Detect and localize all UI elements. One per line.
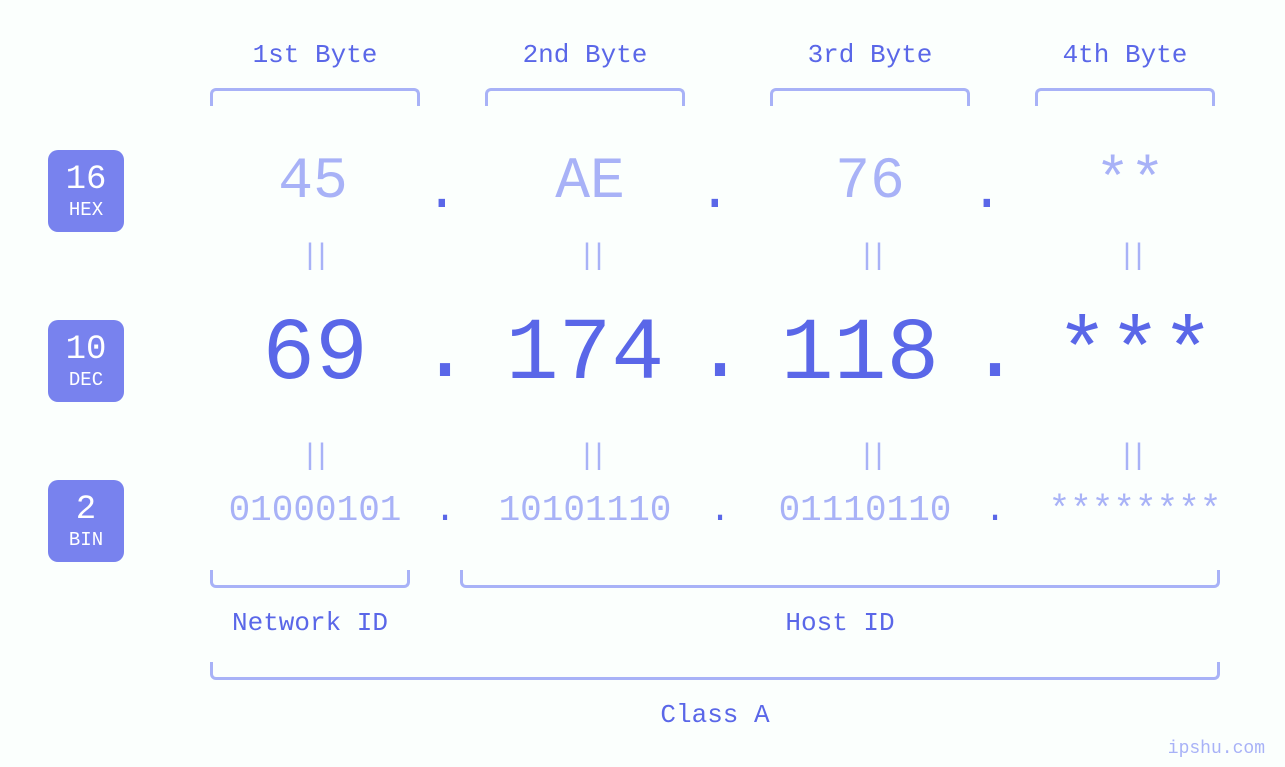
dec-byte-3: 118 [745, 306, 975, 405]
diagram-root: 1st Byte 2nd Byte 3rd Byte 4th Byte 16 H… [0, 0, 1285, 767]
badge-dec-label: DEC [69, 371, 103, 390]
eq-2-3: || [775, 440, 965, 474]
hex-byte-2: AE [495, 150, 685, 215]
dec-dot-3: . [965, 304, 1025, 403]
hex-dot-1: . [425, 160, 455, 224]
dec-byte-2: 174 [470, 306, 700, 405]
watermark: ipshu.com [1168, 739, 1265, 759]
top-bracket-1 [210, 88, 420, 106]
class-label: Class A [210, 700, 1220, 730]
hex-byte-3: 76 [775, 150, 965, 215]
badge-dec-num: 10 [66, 333, 107, 367]
badge-bin-num: 2 [76, 493, 96, 527]
badge-bin-label: BIN [69, 531, 103, 550]
eq-2-2: || [495, 440, 685, 474]
dec-byte-4: *** [1020, 306, 1250, 405]
byte-header-4: 4th Byte [1035, 40, 1215, 70]
badge-hex: 16 HEX [48, 150, 124, 232]
byte-header-2: 2nd Byte [485, 40, 685, 70]
dec-byte-1: 69 [205, 306, 425, 405]
bin-byte-4: ******** [1030, 490, 1240, 531]
network-id-label: Network ID [210, 608, 410, 638]
eq-2-4: || [1030, 440, 1230, 474]
badge-hex-num: 16 [66, 163, 107, 197]
byte-header-1: 1st Byte [210, 40, 420, 70]
top-bracket-4 [1035, 88, 1215, 106]
byte-header-3: 3rd Byte [770, 40, 970, 70]
bin-byte-3: 01110110 [760, 490, 970, 531]
eq-2-1: || [228, 440, 398, 474]
dec-dot-2: . [690, 304, 750, 403]
hex-byte-1: 45 [228, 150, 398, 215]
badge-bin: 2 BIN [48, 480, 124, 562]
hex-dot-2: . [698, 160, 728, 224]
bin-dot-3: . [980, 490, 1010, 531]
class-bracket [210, 662, 1220, 680]
bin-byte-1: 01000101 [210, 490, 420, 531]
bin-byte-2: 10101110 [480, 490, 690, 531]
bin-dot-2: . [705, 490, 735, 531]
bin-dot-1: . [430, 490, 460, 531]
hex-dot-3: . [970, 160, 1000, 224]
dec-dot-1: . [415, 304, 475, 403]
eq-1-1: || [228, 240, 398, 274]
host-id-label: Host ID [460, 608, 1220, 638]
eq-1-4: || [1030, 240, 1230, 274]
badge-hex-label: HEX [69, 201, 103, 220]
top-bracket-2 [485, 88, 685, 106]
badge-dec: 10 DEC [48, 320, 124, 402]
eq-1-2: || [495, 240, 685, 274]
hex-byte-4: ** [1030, 150, 1230, 215]
eq-1-3: || [775, 240, 965, 274]
top-bracket-3 [770, 88, 970, 106]
network-id-bracket [210, 570, 410, 588]
host-id-bracket [460, 570, 1220, 588]
